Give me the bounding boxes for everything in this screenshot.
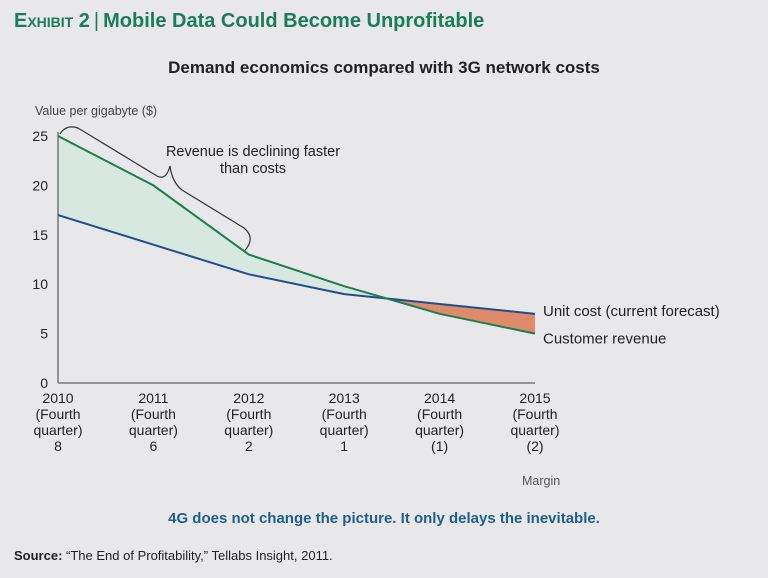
exhibit-separator: | — [93, 10, 100, 32]
x-tick-sublabel: 1 — [340, 438, 348, 454]
x-tick-sublabel: quarter) — [129, 422, 178, 438]
annotation-text: than costs — [220, 161, 286, 177]
x-tick-sublabel: quarter) — [320, 422, 369, 438]
x-tick-sublabel: 8 — [54, 438, 62, 454]
y-tick-label: 10 — [32, 276, 48, 292]
x-tick-label: 2011 — [138, 390, 168, 406]
x-tick-sublabel: (Fourth — [322, 406, 367, 422]
exhibit-number: Exhibit 2 — [14, 10, 90, 32]
y-tick-label: 25 — [32, 128, 48, 144]
positive-margin-area — [153, 185, 249, 275]
exhibit-title: Exhibit 2 | Mobile Data Could Become Unpro… — [14, 10, 484, 33]
legend-customer-revenue: Customer revenue — [543, 331, 666, 348]
source-text: “The End of Profitability,” Tellabs Insi… — [66, 548, 333, 563]
x-tick-sublabel: quarter) — [415, 422, 464, 438]
legend-unit-cost: Unit cost (current forecast) — [543, 303, 720, 320]
x-tick-sublabel: quarter) — [224, 422, 273, 438]
x-tick-sublabel: quarter) — [33, 422, 82, 438]
x-tick-sublabel: (1) — [431, 438, 448, 454]
customer-revenue-line — [57, 135, 536, 335]
x-tick-sublabel: (Fourth — [417, 406, 462, 422]
x-tick-sublabel: (2) — [526, 438, 543, 454]
x-tick-sublabel: 2 — [245, 438, 253, 454]
y-tick-label: 0 — [40, 375, 48, 391]
positive-margin-area — [248, 254, 345, 295]
unit-cost-line — [57, 214, 536, 315]
x-tick-sublabel: (Fourth — [131, 406, 176, 422]
y-tick-label: 15 — [32, 227, 48, 243]
x-tick-sublabel: (Fourth — [512, 406, 557, 422]
x-tick-label: 2013 — [329, 390, 360, 406]
x-tick-label: 2012 — [233, 390, 264, 406]
y-tick-label: 5 — [40, 326, 48, 342]
x-tick-sublabel: (Fourth — [35, 406, 80, 422]
x-tick-label: 2014 — [424, 390, 455, 406]
exhibit-heading: Mobile Data Could Become Unprofitable — [103, 10, 485, 32]
margin-label: Margin — [522, 474, 561, 488]
x-tick-sublabel: (Fourth — [226, 406, 271, 422]
y-axis-label: Value per gigabyte ($) — [35, 104, 158, 118]
annotation-brace — [59, 126, 251, 251]
source-note: Source: “The End of Profitability,” Tell… — [14, 548, 333, 563]
x-tick-label: 2010 — [42, 390, 73, 406]
y-tick-label: 20 — [32, 177, 48, 193]
takeaway-text: 4G does not change the picture. It only … — [168, 510, 600, 527]
chart-title: Demand economics compared with 3G networ… — [168, 58, 600, 77]
x-tick-label: 2015 — [519, 390, 550, 406]
source-label: Source: — [14, 548, 63, 563]
x-tick-sublabel: 6 — [150, 438, 158, 454]
annotation-text: Revenue is declining faster — [166, 144, 340, 160]
x-tick-sublabel: quarter) — [510, 422, 559, 438]
positive-margin-area — [58, 136, 154, 245]
